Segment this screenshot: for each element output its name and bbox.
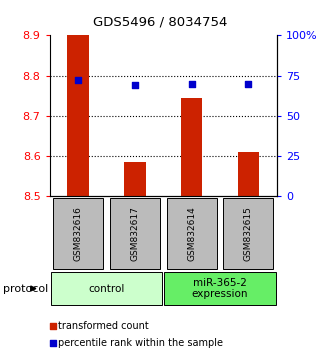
Text: GDS5496 / 8034754: GDS5496 / 8034754 — [93, 16, 227, 29]
Text: protocol: protocol — [3, 284, 48, 293]
Text: percentile rank within the sample: percentile rank within the sample — [58, 338, 223, 348]
Point — [50, 323, 55, 329]
Bar — [238, 152, 259, 196]
Point — [189, 81, 194, 87]
Point — [246, 81, 251, 87]
Bar — [167, 198, 217, 269]
Text: GSM832617: GSM832617 — [130, 206, 139, 261]
Text: transformed count: transformed count — [58, 321, 148, 331]
Text: miR-365-2
expression: miR-365-2 expression — [192, 278, 248, 299]
Bar — [51, 272, 162, 305]
Text: GSM832615: GSM832615 — [244, 206, 253, 261]
Point — [132, 82, 137, 88]
Point — [76, 78, 81, 83]
Text: control: control — [88, 284, 124, 293]
Bar — [110, 198, 160, 269]
Bar — [124, 162, 146, 196]
Bar — [223, 198, 273, 269]
Bar — [53, 198, 103, 269]
Text: GSM832614: GSM832614 — [187, 206, 196, 261]
Bar — [164, 272, 276, 305]
Text: GSM832616: GSM832616 — [74, 206, 83, 261]
Bar — [67, 35, 89, 196]
Point — [50, 341, 55, 346]
Bar — [181, 98, 202, 196]
